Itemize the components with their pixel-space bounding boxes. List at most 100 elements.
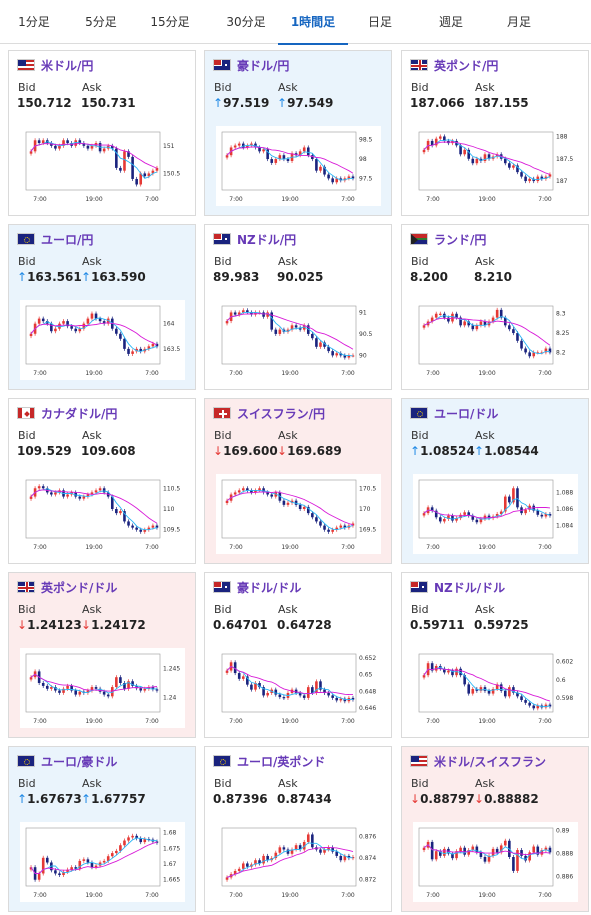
- pair-title[interactable]: ユーロ/英ポンド: [213, 753, 325, 769]
- pair-title[interactable]: 米ドル/円: [17, 57, 93, 73]
- price-chart[interactable]: 0.602 0.6 0.598 7:00 19:00 7:00: [413, 648, 578, 728]
- candle-body: [90, 687, 94, 691]
- price-chart[interactable]: 110.5 110 109.5 7:00 19:00 7:00: [20, 474, 185, 554]
- pair-name[interactable]: ユーロ/英ポンド: [237, 754, 326, 769]
- tab-4[interactable]: 1時間足: [278, 0, 348, 45]
- candle-body: [37, 140, 41, 144]
- candle-body: [250, 490, 253, 493]
- pair-name[interactable]: 豪ドル/円: [237, 58, 290, 73]
- candle-body: [110, 687, 114, 697]
- price-chart[interactable]: 164 163.5 7:00 19:00 7:00: [20, 300, 185, 380]
- rate-card[interactable]: NZドル/ドル Bid Ask 0.59711 0.59725 0.602 0.6 0.598…: [401, 572, 589, 738]
- rate-card[interactable]: 豪ドル/円 Bid Ask 97.519 97.549 98.5 98 97.5 7:00 19:…: [204, 50, 392, 216]
- pair-title[interactable]: ユーロ/豪ドル: [17, 753, 117, 769]
- candle-body: [495, 154, 499, 157]
- rate-card[interactable]: 米ドル/円 Bid Ask 150.712 150.731 151 150.5 7:00 19:…: [8, 50, 196, 216]
- pair-name[interactable]: 米ドル/円: [41, 58, 94, 73]
- price-chart[interactable]: 8.3 8.25 8.2 7:00 19:00 7:00: [413, 300, 578, 380]
- price-chart[interactable]: 1.088 1.086 1.084 7:00 19:00 7:00: [413, 474, 578, 554]
- rate-card[interactable]: カナダドル/円 Bid Ask 109.529 109.608 110.5 110 109.5…: [8, 398, 196, 564]
- pair-name[interactable]: ユーロ/豪ドル: [41, 754, 118, 769]
- candle-body: [139, 348, 143, 352]
- pair-name[interactable]: ユーロ/ドル: [434, 406, 499, 421]
- flag-eu-icon: [410, 407, 428, 419]
- candle-body: [528, 852, 531, 861]
- rate-card[interactable]: ユーロ/ドルBidAsk1.085241.085441.0881.0861.08…: [401, 398, 589, 564]
- pair-title[interactable]: 米ドル/スイスフラン: [410, 753, 546, 769]
- pair-name[interactable]: ランド/円: [434, 232, 487, 247]
- tab-1[interactable]: 5分足: [85, 15, 117, 29]
- pair-title[interactable]: ユーロ/ドル: [410, 405, 498, 421]
- candle-body: [327, 174, 330, 179]
- pair-name[interactable]: 豪ドル/ドル: [237, 580, 302, 595]
- bid-value: 163.561: [17, 270, 82, 284]
- candle-body: [90, 862, 94, 868]
- price-chart[interactable]: 0.652 0.65 0.648 0.646 7:00 19:00 7:00: [216, 648, 381, 728]
- pair-title[interactable]: NZドル/ドル: [410, 579, 505, 595]
- pair-name[interactable]: スイスフラン/円: [237, 406, 326, 421]
- candlestick-chart: 170.5 170 169.5 7:00 19:00 7:00: [221, 479, 376, 551]
- tab-0[interactable]: 1分足: [18, 15, 50, 29]
- pair-title[interactable]: NZドル/円: [213, 231, 296, 247]
- price-chart[interactable]: 1.245 1.24 7:00 19:00 7:00: [20, 648, 185, 728]
- tab-2[interactable]: 15分足: [150, 15, 190, 29]
- flag-nz-icon: [213, 233, 231, 245]
- candle-body: [29, 867, 33, 870]
- candle-body: [237, 312, 241, 315]
- tab-5[interactable]: 日足: [367, 15, 392, 29]
- rate-card[interactable]: 豪ドル/ドル Bid Ask 0.64701 0.64728 0.652 0.65 0.648…: [204, 572, 392, 738]
- candle-body: [66, 494, 69, 497]
- pair-name[interactable]: 英ポンド/ドル: [41, 580, 118, 595]
- candle-body: [302, 506, 306, 509]
- pair-title[interactable]: 豪ドル/円: [213, 57, 289, 73]
- candle-body: [82, 859, 86, 861]
- candle-body: [290, 500, 294, 503]
- candle-body: [127, 151, 130, 157]
- candle-body: [246, 676, 249, 685]
- rate-card[interactable]: ユーロ/円 Bid Ask163.561163.590 164 163.5 7:00 19:…: [8, 224, 196, 390]
- rate-card[interactable]: スイスフラン/円 Bid Ask169.600169.689 170.5 170 169.…: [204, 398, 392, 564]
- candle-body: [254, 860, 257, 865]
- candle-body: [58, 145, 61, 149]
- pair-title[interactable]: 英ポンド/ドル: [17, 579, 117, 595]
- pair-name[interactable]: 米ドル/スイスフラン: [434, 754, 547, 769]
- pair-title[interactable]: カナダドル/円: [17, 405, 117, 421]
- price-chart[interactable]: 0.89 0.888 0.886 7:00 19:00 7:00: [413, 822, 578, 902]
- candle-body: [286, 849, 290, 854]
- rate-card[interactable]: 米ドル/スイスフランBidAsk0.887970.888820.890.8880…: [401, 746, 589, 912]
- pair-name[interactable]: 英ポンド/円: [434, 58, 499, 73]
- ma-short-line: [226, 842, 354, 878]
- price-chart[interactable]: 151 150.5 7:00 19:00 7:00: [20, 126, 185, 206]
- pair-title[interactable]: 豪ドル/ドル: [213, 579, 301, 595]
- tab-6[interactable]: 週足: [438, 15, 463, 29]
- price-chart[interactable]: 0.876 0.874 0.872 7:00 19:00 7:00: [216, 822, 381, 902]
- candle-body: [110, 853, 114, 857]
- price-chart[interactable]: 98.5 98 97.5 7:00 19:00 7:00: [216, 126, 381, 206]
- pair-name[interactable]: NZドル/円: [237, 232, 297, 247]
- rate-card[interactable]: ランド/円 Bid Ask 8.200 8.210 8.3 8.25 8.2 7:00 19:00…: [401, 224, 589, 390]
- tab-7[interactable]: 月足: [506, 15, 531, 29]
- ma-long-line: [423, 141, 551, 175]
- pair-name[interactable]: ユーロ/円: [41, 232, 94, 247]
- pair-title[interactable]: ユーロ/円: [17, 231, 93, 247]
- tab-3[interactable]: 30分足: [226, 15, 266, 29]
- candle-body: [447, 670, 450, 673]
- price-chart[interactable]: 188 187.5 187 7:00 19:00 7:00: [413, 126, 578, 206]
- candle-body: [237, 143, 241, 146]
- candle-body: [143, 688, 147, 691]
- price-chart[interactable]: 1.68 1.675 1.67 1.665 7:00 19:00 7:00: [20, 822, 185, 902]
- rate-card[interactable]: 英ポンド/円 Bid Ask 187.066 187.155 188 187.5 187 7:0…: [401, 50, 589, 216]
- price-chart[interactable]: 170.5 170 169.5 7:00 19:00 7:00: [216, 474, 381, 554]
- rate-card[interactable]: NZドル/円 Bid Ask 89.983 90.025 91 90.5 90 7:00 19:0…: [204, 224, 392, 390]
- pair-title[interactable]: スイスフラン/円: [213, 405, 325, 421]
- pair-name[interactable]: カナダドル/円: [41, 406, 118, 421]
- candle-body: [270, 159, 274, 163]
- price-chart[interactable]: 91 90.5 90 7:00 19:00 7:00: [216, 300, 381, 380]
- pair-title[interactable]: ランド/円: [410, 231, 486, 247]
- rate-card[interactable]: ユーロ/英ポンド Bid Ask 0.87396 0.87434 0.876 0.874 0.…: [204, 746, 392, 912]
- pair-title[interactable]: 英ポンド/円: [410, 57, 498, 73]
- y-tick-label: 169.5: [359, 527, 376, 534]
- pair-name[interactable]: NZドル/ドル: [434, 580, 506, 595]
